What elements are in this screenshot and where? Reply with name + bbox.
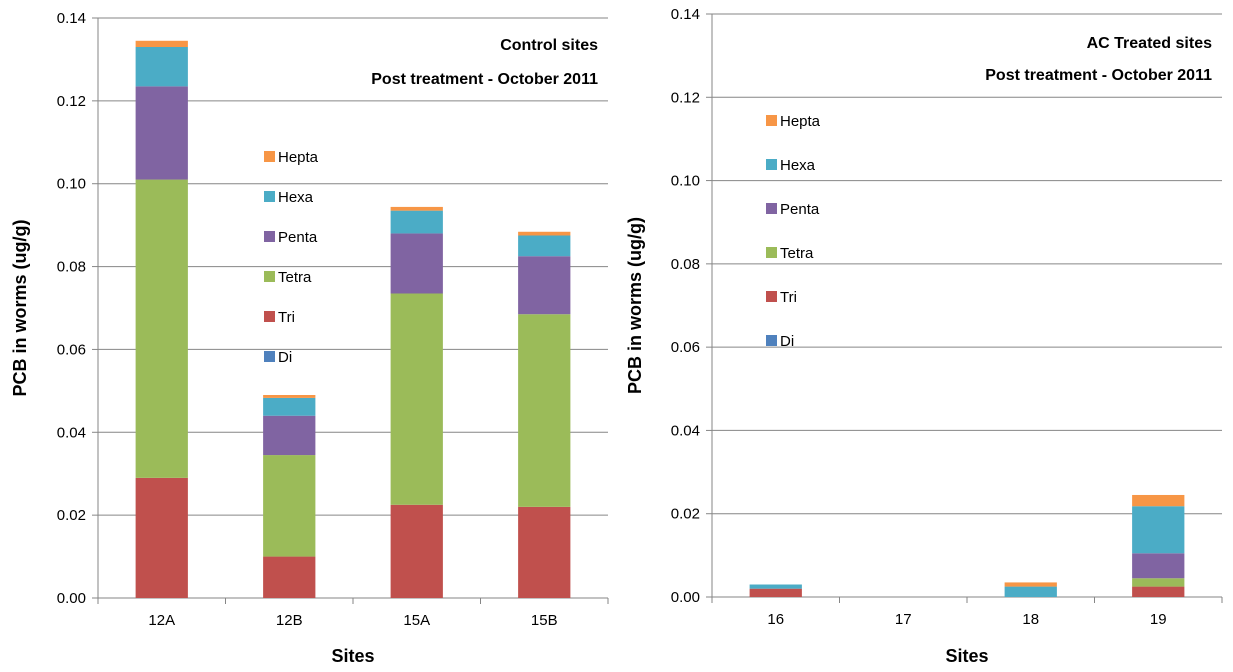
legend-label-hepta: Hepta <box>278 149 319 166</box>
bar-segment-penta <box>135 86 188 180</box>
legend-label-tetra: Tetra <box>780 245 814 262</box>
legend-label-hepta: Hepta <box>780 113 821 130</box>
x-tick-label: 16 <box>767 611 784 628</box>
legend-label-penta: Penta <box>780 201 820 218</box>
legend-swatch-di <box>766 335 777 346</box>
bar-segment-hepta <box>135 40 188 47</box>
legend-swatch-hepta <box>766 115 777 126</box>
x-axis-title: Sites <box>331 646 374 666</box>
legend-swatch-di <box>264 351 275 362</box>
y-tick-label: 0.08 <box>671 256 700 273</box>
bar-segment-hexa <box>749 584 802 589</box>
legend: Hepta Hexa Penta Tetra Tri Di <box>264 149 319 366</box>
bar-segment-hepta <box>518 231 571 236</box>
y-tick-label: 0.02 <box>671 506 700 523</box>
y-tick-label: 0.10 <box>57 176 86 193</box>
y-tick-label: 0.08 <box>57 259 86 276</box>
bar-segment-tetra <box>518 314 571 507</box>
legend: Hepta Hexa Penta Tetra Tri Di <box>766 113 821 350</box>
bar-segment-hepta <box>263 395 316 398</box>
x-tick-label: 18 <box>1022 611 1039 628</box>
bar-segment-penta <box>263 415 316 456</box>
bar-segment-hexa <box>390 210 443 234</box>
bar-segment-hepta <box>1004 582 1057 587</box>
y-tick-label: 0.04 <box>671 422 700 439</box>
bar-segment-tri <box>518 506 571 598</box>
chart-subtitle: Post treatment - October 2011 <box>371 71 598 88</box>
bar-segment-tri <box>135 477 188 598</box>
x-tick-label: 15B <box>531 612 558 629</box>
y-tick-label: 0.14 <box>57 10 86 27</box>
x-tick-label: 17 <box>895 611 912 628</box>
y-tick-label: 0.14 <box>671 6 700 23</box>
bar-segment-hexa <box>518 235 571 257</box>
y-tick-label: 0.06 <box>671 339 700 356</box>
y-tick-label: 0.12 <box>671 89 700 106</box>
chart-title: Control sites <box>500 37 598 54</box>
y-axis-title: PCB in worms (ug/g) <box>10 220 30 397</box>
bar-segment-tetra <box>390 293 443 505</box>
legend-swatch-tri <box>766 291 777 302</box>
legend-label-tri: Tri <box>780 289 797 306</box>
bar-segment-tri <box>749 588 802 597</box>
y-tick-label: 0.10 <box>671 173 700 190</box>
legend-label-hexa: Hexa <box>780 157 816 174</box>
bar-segment-hexa <box>1132 506 1185 554</box>
bar-segment-penta <box>390 233 443 294</box>
legend-swatch-hexa <box>766 159 777 170</box>
y-tick-label: 0.06 <box>57 341 86 358</box>
legend-swatch-tri <box>264 311 275 322</box>
bar-segment-penta <box>518 256 571 315</box>
y-tick-label: 0.00 <box>57 590 86 607</box>
chart-title: AC Treated sites <box>1087 35 1212 52</box>
y-axis-title: PCB in worms (ug/g) <box>625 217 645 394</box>
y-tick-label: 0.04 <box>57 424 86 441</box>
bar-segment-tetra <box>135 179 188 478</box>
bar-segment-penta <box>1132 553 1185 579</box>
bar-segment-hexa <box>1004 586 1057 597</box>
legend-label-hexa: Hexa <box>278 189 314 206</box>
legend-swatch-tetra <box>766 247 777 258</box>
y-tick-label: 0.12 <box>57 93 86 110</box>
legend-swatch-penta <box>766 203 777 214</box>
chart-panel-2: 0.00 0.02 0.04 0.06 0.08 0.10 0.12 0.14 16 17 18 19… <box>625 6 1223 666</box>
bar-segment-tri <box>390 504 443 598</box>
chart-subtitle: Post treatment - October 2011 <box>985 67 1212 84</box>
bar-segment-hepta <box>1132 494 1185 507</box>
x-tick-label: 19 <box>1150 611 1167 628</box>
legend-label-penta: Penta <box>278 229 318 246</box>
bar-segment-hexa <box>135 47 188 87</box>
x-tick-label: 15A <box>403 612 430 629</box>
bar-segment-hexa <box>263 397 316 416</box>
bar-segment-tetra <box>263 455 316 557</box>
legend-swatch-hepta <box>264 151 275 162</box>
x-tick-label: 12B <box>276 612 303 629</box>
legend-swatch-tetra <box>264 271 275 282</box>
x-axis-title: Sites <box>945 646 988 666</box>
bar-segment-tri <box>1132 586 1185 597</box>
legend-swatch-penta <box>264 231 275 242</box>
y-tick-label: 0.00 <box>671 589 700 606</box>
x-tick-label: 12A <box>148 612 175 629</box>
legend-label-tri: Tri <box>278 309 295 326</box>
legend-swatch-hexa <box>264 191 275 202</box>
legend-label-di: Di <box>278 349 292 366</box>
bar-segment-hepta <box>390 206 443 211</box>
chart-panel-1: 0.00 0.02 0.04 0.06 0.08 0.10 0.12 0.14 12A 12B 15… <box>10 10 609 666</box>
legend-label-di: Di <box>780 333 794 350</box>
bar-segment-tetra <box>1132 578 1185 587</box>
y-tick-label: 0.02 <box>57 507 86 524</box>
legend-label-tetra: Tetra <box>278 269 312 286</box>
bar-segment-tri <box>263 556 316 598</box>
